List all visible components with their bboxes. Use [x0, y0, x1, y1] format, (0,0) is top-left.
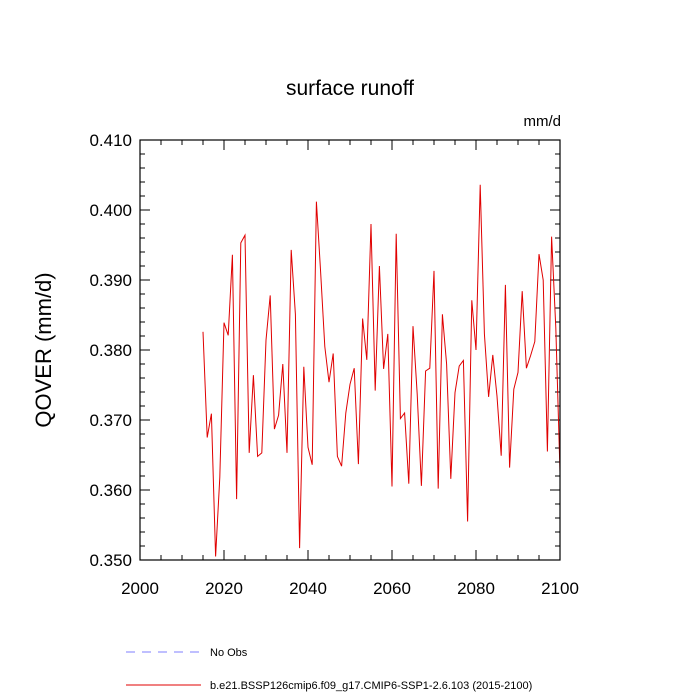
- y-tick-label: 0.360: [89, 481, 132, 500]
- x-tick-label: 2020: [205, 579, 243, 598]
- units-label: mm/d: [524, 113, 562, 130]
- plot-frame: [139, 139, 561, 561]
- legend-label: b.e21.BSSP126cmip6.f09_g17.CMIP6-SSP1-2.…: [210, 680, 532, 692]
- y-axis-label: QOVER (mm/d): [31, 272, 56, 427]
- axis-ticks: 0.350 0.360 0.370 0.380 0.390 0.400 0.410 2000 2…: [89, 131, 578, 598]
- y-tick-label: 0.370: [89, 411, 132, 430]
- x-tick-label: 2040: [289, 579, 327, 598]
- series-line: [202, 184, 561, 557]
- x-tick-label: 2100: [541, 579, 579, 598]
- chart-title: surface runoff: [286, 77, 414, 100]
- y-tick-label: 0.380: [89, 341, 132, 360]
- y-tick-label: 0.390: [89, 271, 132, 290]
- y-tick-label: 0.350: [89, 551, 132, 570]
- y-tick-label: 0.410: [89, 131, 132, 150]
- legend: No Obs b.e21.BSSP126cmip6.f09_g17.CMIP6-S…: [126, 647, 532, 692]
- series-layer: [202, 184, 561, 557]
- legend-label: No Obs: [210, 647, 248, 659]
- x-tick-label: 2060: [373, 579, 411, 598]
- x-tick-label: 2000: [121, 579, 159, 598]
- x-tick-label: 2080: [457, 579, 495, 598]
- y-tick-label: 0.400: [89, 201, 132, 220]
